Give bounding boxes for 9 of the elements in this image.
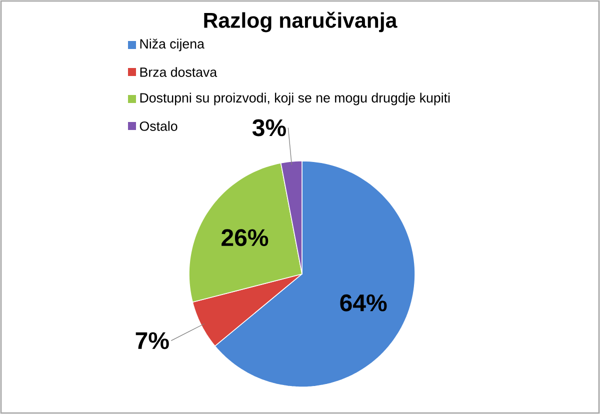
data-label: 3% [252,119,286,136]
data-label: 7% [136,332,169,350]
legend-label: Niža cijena [140,38,204,52]
data-label: 64% [340,294,387,312]
chart-title: Razlog naručivanja [204,12,398,32]
legend-label: Dostupni su proizvodi, koji se ne mogu drugdje kupiti [140,92,450,106]
data-label: 26% [222,229,268,246]
legend-label: Ostalo [140,121,178,131]
legend-label: Brza dostava [140,67,218,77]
